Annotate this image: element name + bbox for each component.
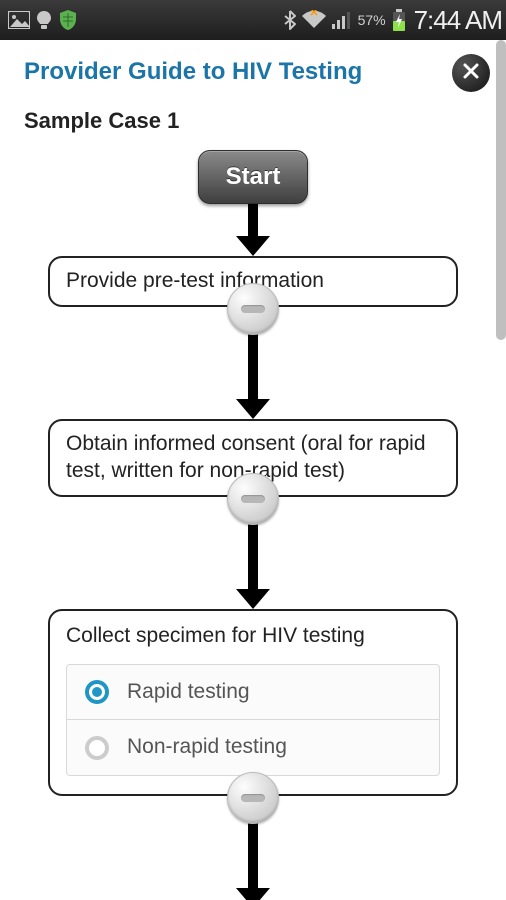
minus-icon [241,495,265,503]
radio-option-rapid[interactable]: Rapid testing [67,665,439,720]
flow-node: Collect specimen for HIV testing Rapid t… [48,609,458,797]
radio-label: Non-rapid testing [127,734,287,761]
android-status-bar: 57% 7:44 AM [0,0,506,40]
arrow-icon [239,519,267,609]
status-right: 57% 7:44 AM [284,5,502,36]
collapse-button[interactable] [227,473,279,525]
signal-icon [332,11,352,29]
flowchart: Start Provide pre-test information Obtai… [24,150,482,900]
arrow-icon [239,818,267,900]
radio-label: Rapid testing [127,679,250,706]
radio-group: Rapid testing Non-rapid testing [66,664,440,777]
arrow-icon [239,204,267,256]
picture-icon [8,11,30,29]
status-left [4,9,78,31]
scrollbar[interactable] [496,40,506,340]
radio-icon [85,736,109,760]
node-label: Collect specimen for HIV testing [66,624,365,647]
radio-icon [85,680,109,704]
arrow-icon [239,329,267,419]
page-title: Provider Guide to HIV Testing [24,58,482,86]
minus-icon [241,794,265,802]
shield-icon [58,9,78,31]
battery-percent: 57% [358,12,386,28]
clock: 7:44 AM [412,5,502,36]
battery-icon [392,9,406,31]
radio-option-nonrapid[interactable]: Non-rapid testing [67,719,439,775]
minus-icon [241,305,265,313]
collapse-button[interactable] [227,772,279,824]
page-subtitle: Sample Case 1 [24,108,482,134]
close-button[interactable] [452,54,490,92]
bluetooth-icon [284,10,296,30]
node-label: Provide pre-test information [66,269,324,292]
page-card: Provider Guide to HIV Testing Sample Cas… [0,40,506,900]
start-button[interactable]: Start [198,150,308,204]
bulb-icon [36,10,52,30]
wifi-icon [302,10,326,30]
collapse-button[interactable] [227,283,279,335]
close-icon [462,62,480,85]
